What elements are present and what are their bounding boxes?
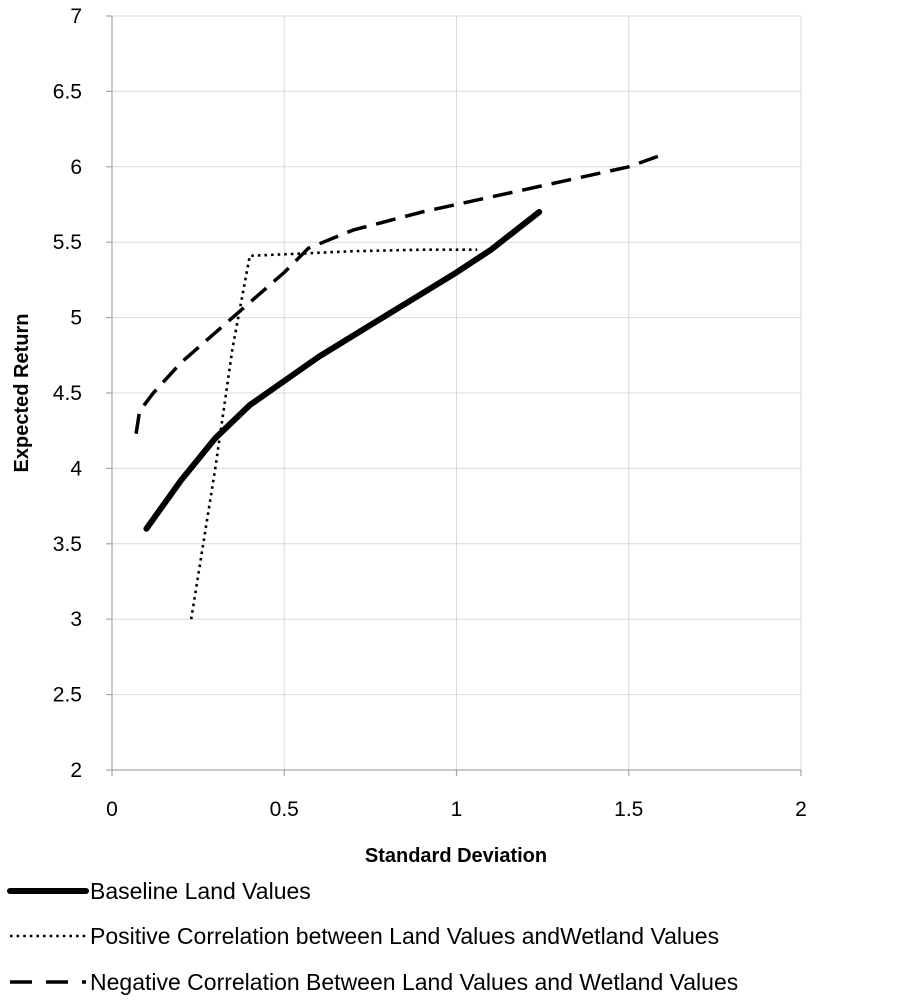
x-tick-label: 0.5 (270, 798, 299, 821)
y-tick-label: 7 (70, 5, 82, 28)
legend-label: Negative Correlation Between Land Values… (90, 969, 738, 995)
series-line-solid (143, 209, 543, 532)
y-tick-label: 6.5 (53, 80, 82, 103)
y-tick-label: 3 (70, 608, 82, 631)
legend: Baseline Land Values Positive Correlation… (7, 878, 738, 995)
y-tick-label: 5 (70, 307, 82, 330)
tick-labels: 2 2.5 3 3.5 4 4.5 5 5.5 6 6.5 7 0 0.5 1 1.5 2 (53, 5, 807, 821)
series-line-dashed (134, 151, 668, 434)
x-tick-label: 1 (451, 798, 463, 821)
y-tick-label: 2.5 (53, 684, 82, 707)
grid (112, 15, 802, 770)
x-tick-label: 0 (106, 798, 118, 821)
y-axis-title: Expected Return (11, 314, 33, 473)
y-tick-label: 2 (70, 759, 82, 782)
axes (106, 15, 802, 776)
y-tick-label: 3.5 (53, 533, 82, 556)
y-tick-label: 5.5 (53, 231, 82, 254)
y-tick-label: 4.5 (53, 382, 82, 405)
y-tick-label: 6 (70, 156, 82, 179)
legend-label: Positive Correlation between Land Values… (90, 923, 719, 949)
series-line-dotted (189, 248, 478, 620)
x-axis-title: Standard Deviation (365, 845, 547, 867)
legend-label: Baseline Land Values (90, 878, 311, 904)
x-tick-label: 2 (795, 798, 807, 821)
x-tick-label: 1.5 (614, 798, 643, 821)
y-tick-label: 4 (70, 457, 82, 480)
series-lines (134, 151, 668, 620)
